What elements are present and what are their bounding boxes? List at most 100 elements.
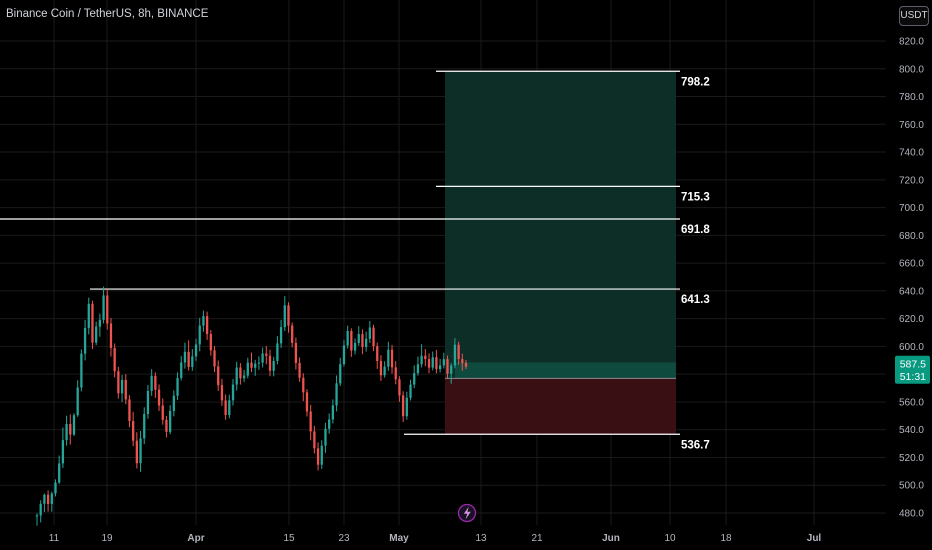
candle [120, 375, 124, 403]
candle [235, 361, 238, 391]
candle [394, 361, 397, 385]
candle [335, 375, 338, 412]
candle [231, 379, 235, 406]
candle [61, 427, 65, 468]
time-axis[interactable]: 11 19 Apr 15 23 May 13 21 Jun 10 18 Jul [49, 533, 822, 544]
candle [346, 325, 349, 349]
candle [294, 337, 298, 370]
level-label: 691.8 [681, 224, 710, 236]
candle [87, 297, 90, 335]
candle [191, 349, 194, 371]
candle [187, 340, 190, 371]
bar-countdown: 51:31 [900, 371, 926, 383]
candle [124, 374, 127, 405]
candle [387, 341, 390, 371]
candle [398, 376, 401, 402]
candle [217, 360, 220, 391]
currency-button[interactable]: USDT [899, 6, 929, 26]
candle [39, 500, 42, 523]
candle [416, 356, 420, 376]
candle [117, 366, 120, 399]
candle [268, 349, 272, 377]
candle [194, 338, 198, 361]
candlesticks [35, 286, 468, 526]
candle [132, 411, 135, 447]
candle [383, 361, 386, 378]
candle [453, 338, 457, 369]
price-tick-label: 520.0 [899, 453, 924, 464]
candle [80, 349, 83, 392]
chart-title: Binance Coin / TetherUS, 8h, BINANCE [6, 8, 209, 20]
candle [250, 352, 253, 373]
candle [461, 353, 464, 371]
price-tick-label: 600.0 [899, 342, 924, 353]
candle [239, 363, 242, 385]
last-price-badge-bg [895, 355, 930, 384]
candle [405, 391, 408, 420]
candle [109, 317, 113, 357]
candle [95, 321, 98, 346]
candle [279, 319, 283, 348]
lightning-icon[interactable] [457, 503, 477, 523]
time-tick-label: 21 [531, 533, 543, 544]
candle [143, 407, 146, 445]
candle [342, 339, 346, 367]
profit-zone[interactable] [445, 71, 676, 379]
loss-zone[interactable] [445, 378, 676, 435]
candle [113, 343, 116, 378]
candle [98, 313, 102, 337]
candle [139, 430, 142, 472]
time-tick-label: 23 [338, 533, 350, 544]
candle [246, 357, 249, 379]
candle [242, 369, 246, 383]
candle [350, 328, 353, 357]
candle [331, 399, 335, 424]
candle [361, 329, 364, 355]
candle [442, 352, 445, 369]
candle [283, 296, 286, 332]
price-tick-label: 680.0 [899, 231, 924, 242]
current-profit-band [455, 362, 676, 379]
candle [43, 493, 46, 513]
time-tick-label: Jun [602, 533, 620, 544]
candle [83, 319, 87, 361]
candle [198, 317, 201, 352]
level-label: 536.7 [681, 439, 710, 451]
candle [320, 440, 323, 469]
price-tick-label: 800.0 [899, 64, 924, 75]
level-label: 798.2 [681, 76, 710, 88]
candle [435, 349, 438, 374]
candle [450, 363, 453, 384]
price-tick-label: 700.0 [899, 203, 924, 214]
candle [302, 373, 305, 402]
time-tick-label: 11 [49, 533, 60, 544]
time-tick-label: Jul [807, 533, 822, 544]
candle [154, 372, 157, 398]
candle [438, 358, 442, 373]
candle [69, 414, 72, 445]
time-tick-label: Apr [187, 533, 204, 544]
time-tick-label: 19 [101, 533, 113, 544]
candle [150, 369, 153, 396]
candle [35, 513, 39, 526]
candle [365, 331, 368, 352]
price-tick-label: 780.0 [899, 92, 924, 103]
horizontal-levels[interactable]: 798.2 715.3 691.8 641.3 536.7 [0, 70, 710, 451]
candle [46, 490, 50, 512]
candle [128, 395, 131, 428]
price-tick-label: 760.0 [899, 120, 924, 131]
price-tick-label: 740.0 [899, 148, 924, 159]
candle [298, 357, 301, 382]
price-tick-label: 720.0 [899, 175, 924, 186]
candle [205, 311, 209, 340]
candle [457, 341, 460, 365]
candle [291, 322, 294, 348]
long-position-zones[interactable] [445, 71, 676, 435]
candle [209, 330, 212, 356]
candle [339, 357, 342, 387]
candle [413, 365, 416, 389]
candle [106, 289, 109, 330]
price-tick-label: 820.0 [899, 37, 924, 48]
candle [353, 338, 357, 355]
